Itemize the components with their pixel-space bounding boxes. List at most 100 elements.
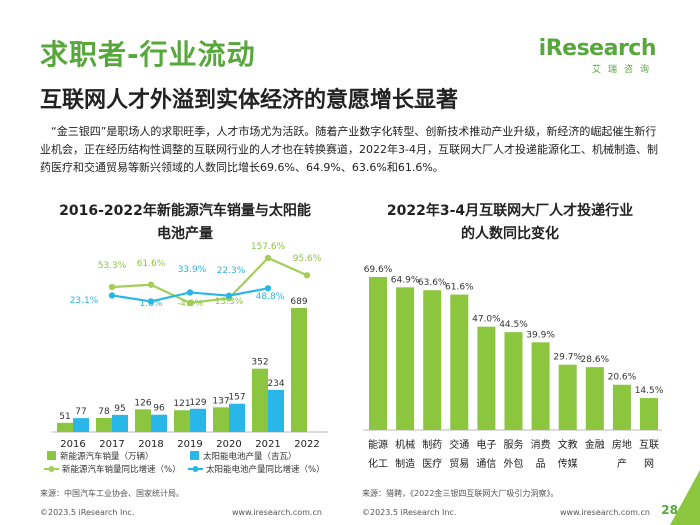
chart1-bar-ev-sales (252, 368, 268, 432)
chart2-bar (477, 326, 496, 430)
chart1-bar-solar-output (112, 414, 128, 432)
chart2-x-tick-label-line2: 化工 (368, 457, 388, 470)
chart2-bar-label: 69.6% (364, 265, 393, 275)
chart1-ev-growth-point (303, 272, 311, 279)
chart2-bar-label: 63.6% (418, 278, 447, 288)
chart1-bar-solar-output-label: 157 (228, 393, 245, 403)
chart1-solar-growth-point (186, 289, 194, 296)
chart1-title-line1: 2016-2022年新能源汽车销量与太阳能 (59, 203, 311, 219)
chart1-bar-solar-output-label: 95 (114, 404, 125, 414)
chart1-bar-solar-output (268, 389, 284, 432)
footer-left-copyright: ©2023.5 iResearch Inc. (40, 508, 135, 517)
chart1-ev-growth-label: 61.6% (137, 259, 166, 269)
chart2-bar (531, 342, 550, 430)
chart1-bar-ev-sales (57, 422, 73, 432)
chart2-bar (450, 294, 469, 430)
chart1-ev-growth-line (111, 256, 308, 305)
footer-left-url[interactable]: www.iresearch.com.cn (232, 508, 322, 517)
chart1-ev-growth-label: 53.3% (98, 261, 127, 271)
chart1-bar-solar-output-label: 77 (75, 407, 86, 417)
corner-triangle-decoration (670, 470, 700, 525)
chart2-bar (369, 277, 387, 430)
page-number: 28 (661, 503, 678, 517)
chart1-solar-growth-point (264, 285, 272, 292)
chart1-solar-growth-point (108, 292, 116, 299)
chart2-title-line2: 的人数同比变化 (461, 226, 559, 242)
chart1-legend-ev-sales-text: 新能源汽车销量（万辆） (60, 451, 154, 462)
chart2-x-tick-label-line2: 传媒 (558, 458, 578, 470)
chart2-x-tick-label-line2: 制造 (395, 457, 415, 470)
chart2-bar (558, 364, 577, 430)
chart2-bar-label: 61.6% (445, 283, 474, 293)
page-subtitle: 互联网人才外溢到实体经济的意愿增长显著 (40, 88, 459, 113)
chart2-x-tick-label: 机械 (395, 438, 415, 451)
logo-chinese: 艾瑞咨询 (591, 65, 656, 75)
chart1-legend-solar-growth-marker (192, 466, 199, 472)
chart1-source: 来源：中国汽车工业协会、国家统计局。 (40, 489, 184, 498)
logo-wordmark: iResearch (538, 36, 657, 61)
chart2-x-tick-label-line2: 贸易 (449, 458, 469, 470)
chart1-bar-solar-output-label: 234 (267, 379, 284, 389)
chart1-bar-ev-sales (291, 308, 307, 432)
chart2-bar (504, 332, 523, 430)
chart1-bar-ev-sales-label: 126 (134, 398, 151, 408)
chart1-solar-growth-label: 33.9% (178, 265, 207, 275)
chart2-x-tick-label: 文教 (558, 438, 578, 451)
chart1-bar-ev-sales (174, 410, 190, 432)
chart1-x-tick-label: 2022 (294, 439, 319, 450)
chart1-solar-growth-label: 22.3% (217, 266, 246, 276)
chart1-ev-growth-point (264, 254, 272, 262)
chart1-solar-growth-label: 1.6% (140, 299, 163, 309)
logo-research: Research (545, 36, 657, 61)
chart2-bar (585, 367, 604, 430)
footer-right-url[interactable]: www.iresearch.com.cn (560, 508, 650, 517)
chart2-bar (640, 398, 658, 430)
chart1-legend-solar-output-swatch (190, 451, 199, 460)
chart1-ev-growth-label: 157.6% (251, 242, 286, 252)
chart2-x-tick-label-line2: 产 (617, 457, 627, 470)
chart1-bar-ev-sales-label: 121 (173, 399, 190, 409)
chart2-x-tick-label: 电子 (476, 438, 496, 451)
chart2-x-tick-label-line2: 品 (536, 458, 546, 470)
chart1-solar-growth-label: 48.8% (256, 292, 285, 302)
chart2-x-tick-label-line2: 医疗 (422, 457, 442, 470)
chart2-x-tick-label: 房地 (612, 438, 632, 451)
chart1-bar-ev-sales (96, 417, 112, 432)
chart1-solar-growth-point (225, 292, 233, 299)
chart1-x-tick-label: 2016 (60, 439, 85, 450)
chart2-bar-label: 29.7% (553, 353, 582, 363)
chart1-title: 2016-2022年新能源汽车销量与太阳能 电池产量 (40, 200, 330, 246)
chart2-x-tick-label: 能源 (368, 438, 388, 451)
chart2-x-tick-label-line2: 外包 (504, 457, 524, 470)
chart1-legend-solar-growth-text: 太阳能电池产量同比增速（%） (206, 464, 325, 475)
chart2-x-tick-label: 服务 (504, 438, 524, 451)
chart1-bar-solar-output (151, 414, 167, 432)
chart1-legend-solar-output-text: 太阳能电池产量（吉瓦） (203, 451, 297, 462)
chart2-title-line1: 2022年3-4月互联网大厂人才投递行业 (386, 203, 634, 219)
chart2-x-tick-label-line2: 网 (644, 458, 654, 470)
footer-right-copyright: ©2023.5 iResearch Inc. (362, 508, 457, 517)
chart1-bar-solar-output-label: 96 (153, 404, 165, 414)
page-title: 求职者-行业流动 (40, 38, 256, 71)
chart2-bar (423, 290, 442, 430)
chart1-bar-ev-sales (135, 409, 151, 432)
chart1-bar-solar-output-label: 129 (189, 398, 206, 408)
logo-i: i (538, 36, 547, 61)
intro-paragraph: “金三银四”是职场人的求职旺季，人才市场尤为活跃。随着产业数字化转型、创新技术推… (40, 125, 658, 174)
chart2-x-tick-label: 制药 (422, 438, 442, 451)
chart1-legend-ev-growth-text: 新能源汽车销量同比增速（%） (62, 464, 181, 475)
chart2-title: 2022年3-4月互联网大厂人才投递行业 的人数同比变化 (360, 200, 660, 246)
chart1-ev-growth-point (147, 281, 155, 288)
chart2-x-tick-label: 消费 (531, 438, 551, 451)
chart1-bar-ev-sales (213, 407, 229, 432)
chart1-ev-growth-label: -4.0% (177, 299, 204, 309)
chart1-legend-ev-growth-marker (48, 466, 55, 472)
chart2-x-tick-label: 互联 (639, 439, 659, 451)
chart1-bar-solar-output (229, 403, 245, 432)
chart2-bar-label: 28.6% (581, 355, 610, 365)
chart1-bar-solar-output (190, 408, 206, 432)
chart1-solar-growth-point (147, 298, 155, 305)
chart2-bar-label: 47.0% (472, 315, 501, 325)
chart2-x-tick-label: 金融 (585, 438, 605, 451)
